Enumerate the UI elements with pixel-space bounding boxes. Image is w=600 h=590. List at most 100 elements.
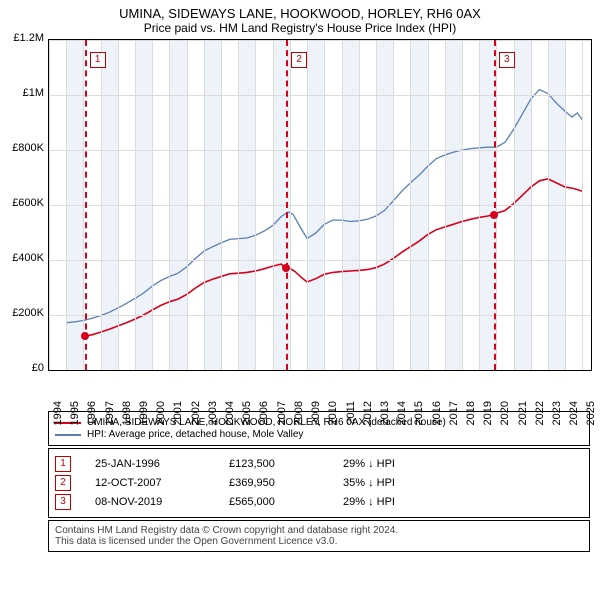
plot-area: 1 2 3 — [48, 39, 592, 371]
gridline-v — [49, 40, 50, 370]
y-tick-label: £200K — [0, 307, 44, 319]
y-tick-label: £800K — [0, 142, 44, 154]
gridline-v — [152, 40, 153, 370]
x-tick-label: 2021 — [517, 401, 529, 431]
gridline-v — [324, 40, 325, 370]
gridline-h — [49, 315, 591, 316]
gridline-v — [118, 40, 119, 370]
x-tick-label: 2000 — [155, 401, 167, 431]
x-tick-label: 2022 — [534, 401, 546, 431]
x-tick-label: 2005 — [241, 401, 253, 431]
y-tick-label: £1.2M — [0, 32, 44, 44]
sales-row-date: 08-NOV-2019 — [95, 496, 205, 508]
plot-zone: 1 2 3 199419951996199719981999200020012002… — [48, 39, 590, 407]
gridline-h — [49, 205, 591, 206]
gridline-h — [49, 150, 591, 151]
gridline-v — [548, 40, 549, 370]
x-tick-label: 1994 — [52, 401, 64, 431]
x-tick-label: 2010 — [327, 401, 339, 431]
gridline-v — [342, 40, 343, 370]
x-tick-label: 1996 — [86, 401, 98, 431]
gridline-v — [204, 40, 205, 370]
gridline-h — [49, 95, 591, 96]
gridline-v — [445, 40, 446, 370]
sales-row-delta: 29% ↓ HPI — [343, 458, 443, 470]
gridline-v — [290, 40, 291, 370]
x-tick-label: 2018 — [465, 401, 477, 431]
y-tick-label: £1M — [0, 87, 44, 99]
series-line-property — [85, 179, 583, 336]
gridline-v — [393, 40, 394, 370]
sales-row: 125-JAN-1996£123,50029% ↓ HPI — [55, 456, 583, 472]
sales-table: 125-JAN-1996£123,50029% ↓ HPI212-OCT-200… — [48, 448, 590, 518]
chart-subtitle: Price paid vs. HM Land Registry's House … — [0, 21, 600, 39]
x-tick-label: 2007 — [276, 401, 288, 431]
footer-line-1: Contains HM Land Registry data © Crown c… — [55, 525, 583, 536]
x-tick-label: 2020 — [499, 401, 511, 431]
y-tick-label: £600K — [0, 197, 44, 209]
sale-marker-dot — [81, 332, 89, 340]
gridline-v — [169, 40, 170, 370]
x-tick-label: 2012 — [362, 401, 374, 431]
x-tick-label: 2008 — [293, 401, 305, 431]
sales-row-price: £123,500 — [229, 458, 319, 470]
x-tick-label: 1998 — [121, 401, 133, 431]
sale-marker-dot — [282, 264, 290, 272]
sales-row-price: £369,950 — [229, 477, 319, 489]
gridline-v — [479, 40, 480, 370]
y-tick-label: £0 — [0, 362, 44, 374]
gridline-v — [135, 40, 136, 370]
gridline-v — [221, 40, 222, 370]
x-tick-label: 2006 — [258, 401, 270, 431]
gridline-h — [49, 40, 591, 41]
x-tick-label: 2024 — [568, 401, 580, 431]
x-tick-label: 2009 — [310, 401, 322, 431]
gridline-v — [410, 40, 411, 370]
sales-row-number: 2 — [55, 475, 71, 491]
x-tick-label: 2014 — [396, 401, 408, 431]
sales-row-number: 3 — [55, 494, 71, 510]
sales-row-number: 1 — [55, 456, 71, 472]
x-tick-label: 2011 — [345, 401, 357, 431]
x-tick-label: 2016 — [431, 401, 443, 431]
gridline-v — [187, 40, 188, 370]
gridline-v — [238, 40, 239, 370]
sale-marker-line — [494, 40, 496, 370]
x-tick-label: 1997 — [104, 401, 116, 431]
sales-row-delta: 35% ↓ HPI — [343, 477, 443, 489]
gridline-v — [376, 40, 377, 370]
gridline-v — [582, 40, 583, 370]
gridline-v — [307, 40, 308, 370]
sale-marker-number: 2 — [291, 52, 307, 68]
chart-container: UMINA, SIDEWAYS LANE, HOOKWOOD, HORLEY, … — [0, 0, 600, 552]
gridline-v — [359, 40, 360, 370]
x-tick-label: 2003 — [207, 401, 219, 431]
sale-marker-line — [85, 40, 87, 370]
sale-marker-number: 3 — [499, 52, 515, 68]
y-tick-label: £400K — [0, 252, 44, 264]
x-tick-label: 2015 — [413, 401, 425, 431]
sales-row-delta: 29% ↓ HPI — [343, 496, 443, 508]
x-axis: 1994199519961997199819992000200120022003… — [48, 371, 590, 407]
gridline-v — [66, 40, 67, 370]
gridline-v — [273, 40, 274, 370]
sale-marker-number: 1 — [90, 52, 106, 68]
sale-marker-line — [286, 40, 288, 370]
sale-marker-dot — [490, 211, 498, 219]
x-tick-label: 2023 — [551, 401, 563, 431]
gridline-v — [428, 40, 429, 370]
x-tick-label: 2001 — [172, 401, 184, 431]
gridline-v — [531, 40, 532, 370]
legend-swatch — [55, 434, 81, 436]
sales-row: 212-OCT-2007£369,95035% ↓ HPI — [55, 475, 583, 491]
x-tick-label: 2013 — [379, 401, 391, 431]
gridline-v — [496, 40, 497, 370]
gridline-v — [101, 40, 102, 370]
sales-row-price: £565,000 — [229, 496, 319, 508]
sales-row: 3 08-NOV-2019 £565,000 29% ↓ HPI — [55, 494, 583, 510]
chart-title: UMINA, SIDEWAYS LANE, HOOKWOOD, HORLEY, … — [0, 0, 600, 21]
x-tick-label: 2019 — [482, 401, 494, 431]
x-tick-label: 1995 — [69, 401, 81, 431]
gridline-v — [514, 40, 515, 370]
gridline-v — [255, 40, 256, 370]
